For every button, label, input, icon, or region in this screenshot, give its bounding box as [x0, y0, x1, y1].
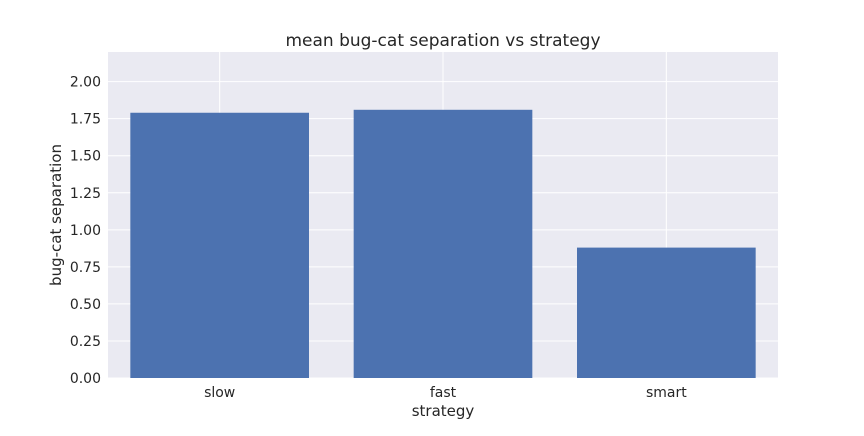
y-tick-label: 0.50	[70, 297, 101, 313]
bar-fast	[353, 109, 533, 379]
x-tick-label: smart	[646, 385, 687, 401]
y-tick-label: 1.75	[70, 112, 101, 128]
x-axis-label: strategy	[412, 402, 475, 420]
y-tick-labels: 0.00 0.25 0.50 0.75 1.00 1.25 1.50 1.75 2.00	[70, 75, 101, 387]
y-tick-label: 0.25	[70, 334, 101, 350]
y-tick-label: 0.00	[70, 371, 101, 387]
bars	[130, 109, 756, 379]
bar-slow	[130, 112, 309, 378]
y-tick-label: 1.25	[70, 186, 101, 202]
x-tick-label: fast	[430, 385, 457, 401]
y-tick-label: 1.00	[70, 223, 101, 239]
y-tick-label: 0.75	[70, 260, 101, 276]
y-axis-label: bug-cat separation	[47, 144, 65, 286]
chart-title: mean bug-cat separation vs strategy	[285, 31, 600, 51]
x-tick-label: slow	[204, 385, 235, 401]
y-tick-label: 2.00	[70, 75, 101, 91]
y-tick-label: 1.50	[70, 149, 101, 165]
bar-smart	[577, 247, 756, 378]
x-tick-labels: slow fast smart	[204, 385, 687, 401]
